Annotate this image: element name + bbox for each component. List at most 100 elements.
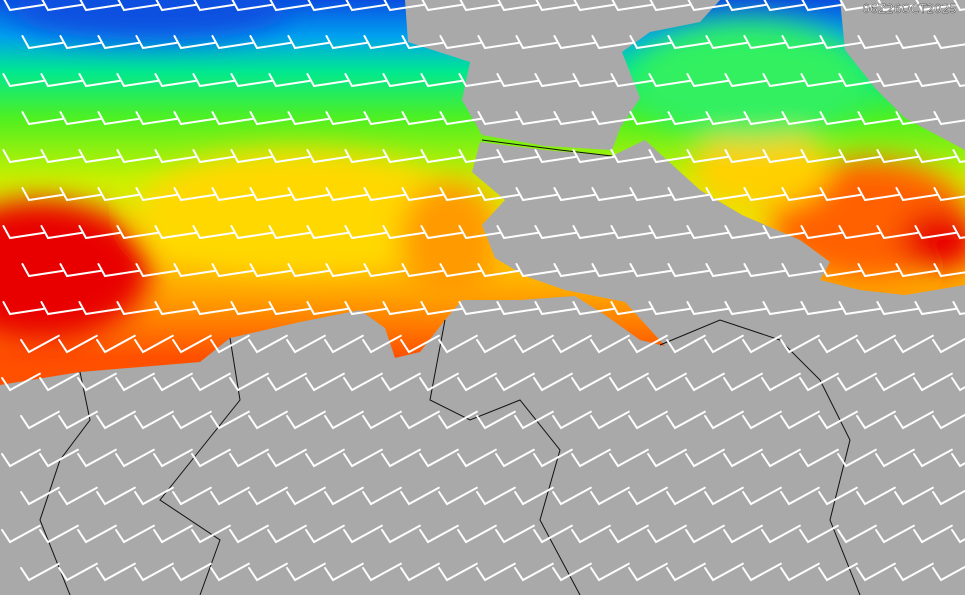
wind-barb <box>344 301 387 316</box>
wind-barb <box>932 565 965 582</box>
wind-barb <box>685 372 725 392</box>
wind-barb <box>306 301 349 316</box>
wind-barb <box>362 486 402 506</box>
wind-barb <box>40 225 83 240</box>
wind-barb <box>496 301 539 316</box>
wind-barb <box>363 111 406 126</box>
wind-barb <box>553 263 596 278</box>
wind-barb <box>649 0 691 12</box>
wind-barb <box>839 0 881 12</box>
wind-barb <box>932 489 965 506</box>
wind-barb <box>781 263 824 278</box>
wind-barb <box>552 410 592 430</box>
wind-barb <box>761 372 801 392</box>
wind-barb <box>362 410 402 430</box>
wind-barb <box>533 448 573 468</box>
wind-barb <box>153 524 193 544</box>
wind-barb <box>344 225 387 240</box>
wind-barb <box>895 35 938 50</box>
wind-barb <box>704 486 744 506</box>
wind-barb <box>211 263 254 278</box>
wind-barb <box>591 111 634 126</box>
wind-barb <box>610 225 653 240</box>
wind-barb <box>932 413 965 430</box>
wind-barb <box>249 111 292 126</box>
wind-barb <box>173 111 216 126</box>
wind-barb <box>267 524 307 544</box>
wind-barb <box>648 301 691 316</box>
wind-barb <box>799 372 839 392</box>
wind-barb <box>211 35 254 50</box>
wind-barb <box>77 448 117 468</box>
wind-barb <box>723 524 763 544</box>
wind-barb <box>609 372 649 392</box>
wind-barb <box>553 35 596 50</box>
wind-barb <box>497 0 539 12</box>
wind-barb <box>1 524 41 544</box>
wind-barb <box>762 301 805 316</box>
wind-barb <box>780 334 820 354</box>
wind-barb <box>115 448 155 468</box>
wind-barb <box>287 187 330 202</box>
wind-barb <box>438 334 478 354</box>
wind-barb <box>210 334 250 354</box>
wind-barb <box>230 73 273 88</box>
wind-barb <box>2 225 45 240</box>
wind-barb <box>286 334 326 354</box>
wind-barb <box>96 486 136 506</box>
wind-barb <box>648 225 691 240</box>
wind-barb <box>155 0 197 12</box>
wind-barb <box>97 35 140 50</box>
wind-barb <box>895 263 938 278</box>
wind-barb <box>96 410 136 430</box>
wind-barb <box>857 111 900 126</box>
wind-barb <box>951 377 965 392</box>
wind-barb <box>895 111 938 126</box>
wind-barb <box>153 448 193 468</box>
wind-barb <box>97 263 140 278</box>
wind-barb <box>248 486 288 506</box>
wind-barb <box>249 35 292 50</box>
wind-barb <box>742 562 782 582</box>
wind-barb <box>438 486 478 506</box>
wind-barb <box>134 410 174 430</box>
wind-barb <box>496 225 539 240</box>
wind-barb <box>534 73 577 88</box>
wind-barb <box>933 187 965 202</box>
wind-barb <box>306 149 349 164</box>
wind-barb <box>248 334 288 354</box>
wind-barb <box>97 111 140 126</box>
wind-barb <box>496 149 539 164</box>
wind-barb <box>477 263 520 278</box>
wind-barb <box>325 187 368 202</box>
wind-barb <box>951 529 965 544</box>
wind-barb <box>96 334 136 354</box>
wind-barb <box>477 187 520 202</box>
wind-barb <box>401 263 444 278</box>
wind-barb <box>705 187 748 202</box>
wind-barb <box>914 225 957 240</box>
wind-barb <box>515 111 558 126</box>
wind-barb <box>818 334 858 354</box>
wind-barb <box>116 301 159 316</box>
wind-barb <box>77 524 117 544</box>
wind-barb <box>687 0 729 12</box>
wind-barb <box>382 149 425 164</box>
wind-barb <box>230 149 273 164</box>
wind-barb <box>1 372 41 392</box>
wind-barb <box>952 149 965 164</box>
wind-barb <box>515 35 558 50</box>
wind-barb <box>514 334 554 354</box>
wind-barb <box>837 372 877 392</box>
wind-barb <box>439 187 482 202</box>
wind-barb <box>838 73 881 88</box>
wind-barb <box>743 263 786 278</box>
wind-barb <box>345 0 387 12</box>
wind-barb <box>571 448 611 468</box>
wind-barb <box>21 187 64 202</box>
wind-barb <box>135 263 178 278</box>
wind-barb <box>268 225 311 240</box>
wind-barb <box>838 301 881 316</box>
wind-barb <box>325 111 368 126</box>
wind-barb <box>875 524 915 544</box>
